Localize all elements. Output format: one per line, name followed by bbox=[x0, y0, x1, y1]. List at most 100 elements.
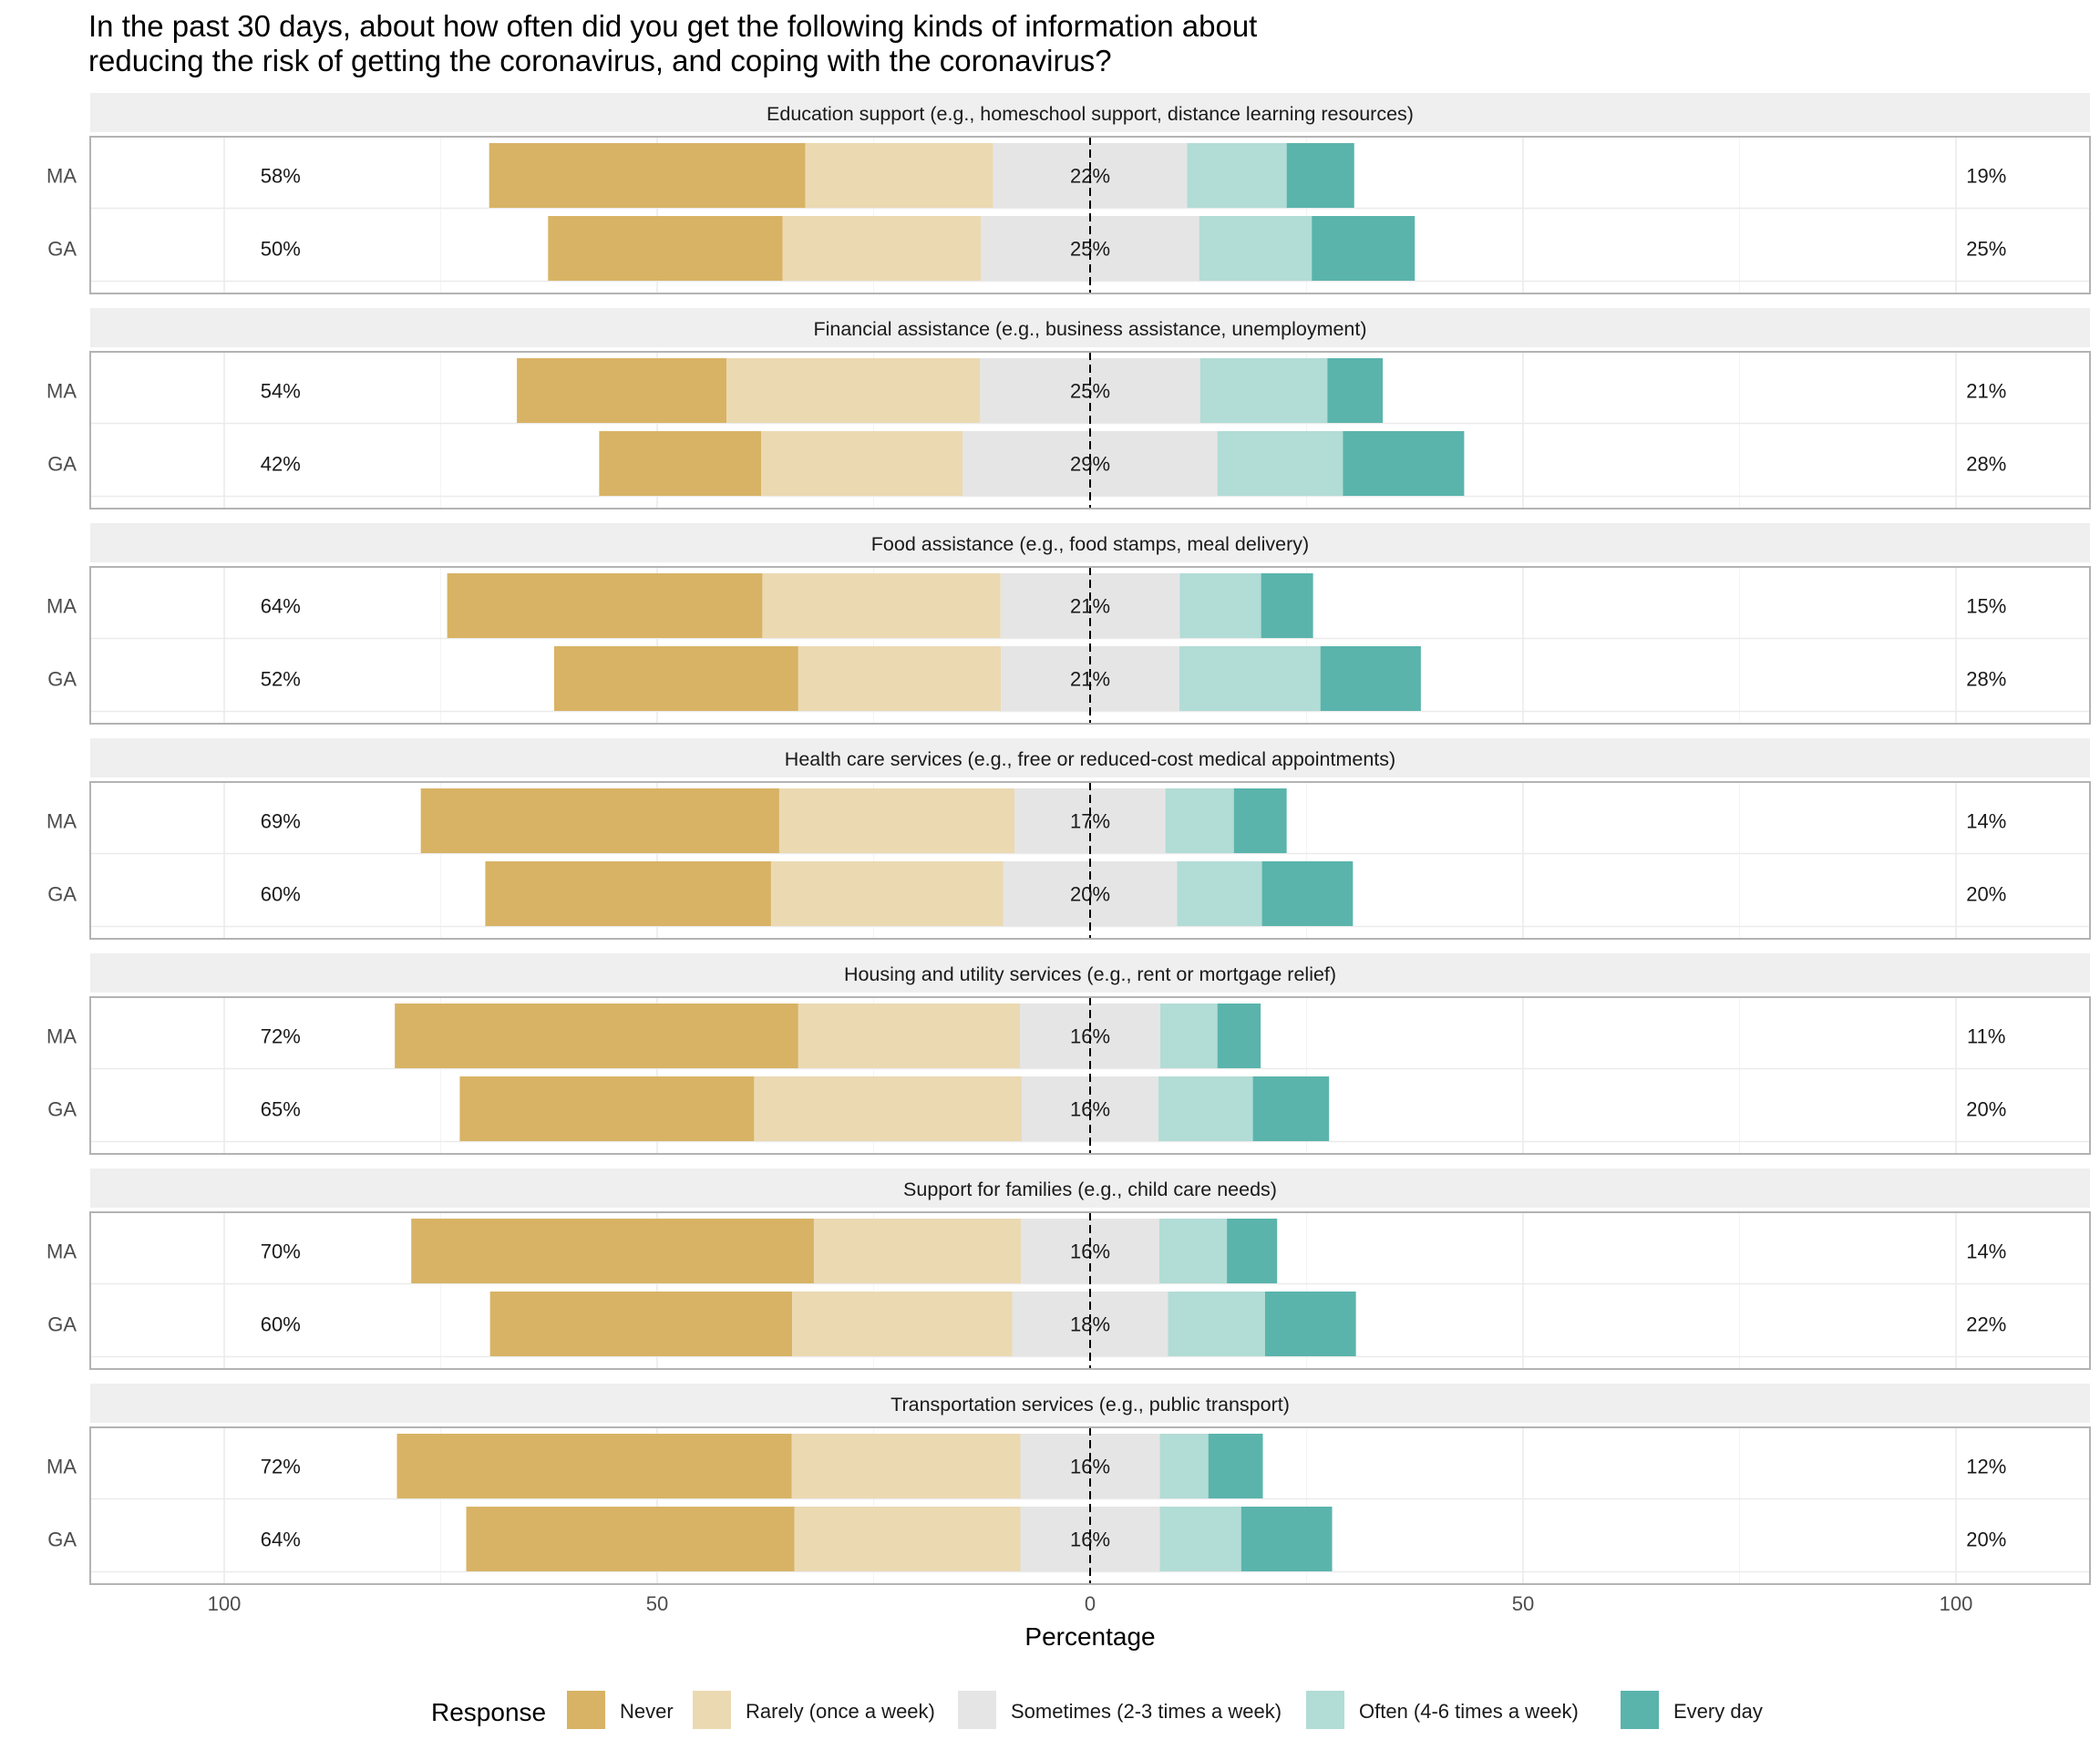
row-label: MA bbox=[46, 810, 77, 833]
row-label: MA bbox=[46, 380, 77, 403]
right-percent-label: 14% bbox=[1966, 1240, 2006, 1263]
facet-panels: Education support (e.g., homeschool supp… bbox=[46, 93, 2091, 1585]
panel-border bbox=[89, 781, 2091, 940]
legend-key-never bbox=[567, 1691, 605, 1729]
bar-every-day bbox=[1286, 143, 1354, 208]
bar-every-day bbox=[1327, 358, 1384, 423]
left-percent-label: 72% bbox=[261, 1456, 301, 1478]
legend-label: Every day bbox=[1673, 1700, 1763, 1723]
bar-often bbox=[1199, 216, 1312, 281]
panel-title: Food assistance (e.g., food stamps, meal… bbox=[871, 533, 1309, 555]
left-percent-label: 58% bbox=[261, 165, 301, 188]
bar-rarely bbox=[782, 216, 982, 281]
bar-never bbox=[420, 788, 779, 853]
bar-rarely bbox=[792, 1292, 1013, 1356]
bar-often bbox=[1159, 1507, 1241, 1571]
x-tick-label: 50 bbox=[646, 1592, 668, 1615]
row-label: MA bbox=[46, 165, 77, 188]
bar-often bbox=[1159, 1434, 1209, 1498]
bar-never bbox=[517, 358, 726, 423]
row-label: GA bbox=[47, 453, 77, 476]
x-tick-label: 100 bbox=[1940, 1592, 1973, 1615]
panel: Education support (e.g., homeschool supp… bbox=[46, 93, 2091, 294]
legend-label: Never bbox=[620, 1700, 674, 1723]
panel-strip bbox=[90, 738, 2090, 777]
left-percent-label: 60% bbox=[261, 1313, 301, 1336]
panel-border bbox=[89, 351, 2091, 510]
left-percent-label: 60% bbox=[261, 883, 301, 906]
left-percent-label: 64% bbox=[261, 595, 301, 618]
bar-never bbox=[411, 1219, 814, 1283]
right-percent-label: 14% bbox=[1966, 810, 2006, 833]
row-label: MA bbox=[46, 1025, 77, 1048]
panel: Support for families (e.g., child care n… bbox=[46, 1168, 2091, 1370]
bar-often bbox=[1179, 573, 1261, 638]
bar-never bbox=[466, 1507, 795, 1571]
panel-title: Support for families (e.g., child care n… bbox=[903, 1179, 1277, 1200]
left-percent-label: 65% bbox=[261, 1098, 301, 1121]
bar-never bbox=[396, 1434, 792, 1498]
bar-never bbox=[489, 1292, 793, 1356]
bar-every-day bbox=[1252, 1076, 1330, 1141]
bar-never bbox=[459, 1076, 755, 1141]
panel: Housing and utility services (e.g., rent… bbox=[46, 953, 2091, 1155]
legend-title: Response bbox=[431, 1698, 546, 1726]
right-percent-label: 25% bbox=[1966, 238, 2006, 261]
panel-title: Transportation services (e.g., public tr… bbox=[890, 1394, 1290, 1415]
bar-rarely bbox=[778, 788, 1015, 853]
left-percent-label: 69% bbox=[261, 810, 301, 833]
panel-title: Financial assistance (e.g., business ass… bbox=[813, 318, 1366, 340]
panel-border bbox=[89, 566, 2091, 725]
right-percent-label: 19% bbox=[1966, 165, 2006, 188]
bar-every-day bbox=[1240, 1507, 1333, 1571]
right-percent-label: 15% bbox=[1966, 595, 2006, 618]
bar-rarely bbox=[770, 861, 1004, 926]
panel-strip bbox=[90, 953, 2090, 993]
bar-never bbox=[599, 431, 761, 496]
right-percent-label: 21% bbox=[1966, 380, 2006, 403]
bar-rarely bbox=[726, 358, 981, 423]
bar-rarely bbox=[813, 1219, 1021, 1283]
row-label: GA bbox=[47, 1313, 77, 1336]
panel: Transportation services (e.g., public tr… bbox=[46, 1384, 2091, 1585]
row-label: GA bbox=[47, 1098, 77, 1121]
bar-rarely bbox=[798, 646, 1002, 711]
legend-label: Rarely (once a week) bbox=[746, 1700, 935, 1723]
bar-every-day bbox=[1343, 431, 1465, 496]
right-percent-label: 28% bbox=[1966, 453, 2006, 476]
chart-title-line-2: reducing the risk of getting the coronav… bbox=[88, 44, 1112, 77]
bar-rarely bbox=[805, 143, 993, 208]
left-percent-label: 42% bbox=[261, 453, 301, 476]
left-percent-label: 72% bbox=[261, 1025, 301, 1048]
bar-often bbox=[1179, 646, 1321, 711]
bar-every-day bbox=[1320, 646, 1421, 711]
row-label: GA bbox=[47, 1529, 77, 1551]
x-tick-label: 50 bbox=[1512, 1592, 1534, 1615]
legend-key-every-day bbox=[1621, 1691, 1659, 1729]
left-percent-label: 54% bbox=[261, 380, 301, 403]
x-tick-label: 0 bbox=[1085, 1592, 1096, 1615]
bar-every-day bbox=[1312, 216, 1415, 281]
left-percent-label: 52% bbox=[261, 668, 301, 691]
bar-never bbox=[447, 573, 763, 638]
left-percent-label: 64% bbox=[261, 1529, 301, 1551]
bar-never bbox=[489, 143, 806, 208]
right-percent-label: 20% bbox=[1966, 1529, 2006, 1551]
bar-often bbox=[1168, 1292, 1265, 1356]
right-percent-label: 12% bbox=[1966, 1456, 2006, 1478]
x-axis: 100 50 0 50 100 bbox=[208, 1592, 1973, 1615]
legend-label: Often (4-6 times a week) bbox=[1359, 1700, 1579, 1723]
bar-rarely bbox=[754, 1076, 1022, 1141]
bar-often bbox=[1187, 143, 1287, 208]
legend-key-often bbox=[1306, 1691, 1344, 1729]
bar-never bbox=[395, 1004, 798, 1068]
left-percent-label: 50% bbox=[261, 238, 301, 261]
panel-strip bbox=[90, 93, 2090, 132]
left-percent-label: 70% bbox=[261, 1240, 301, 1263]
bar-often bbox=[1165, 788, 1234, 853]
bar-often bbox=[1158, 1076, 1253, 1141]
row-label: MA bbox=[46, 1240, 77, 1263]
bar-rarely bbox=[761, 431, 963, 496]
x-axis-title: Percentage bbox=[1024, 1622, 1155, 1651]
bar-rarely bbox=[798, 1004, 1021, 1068]
